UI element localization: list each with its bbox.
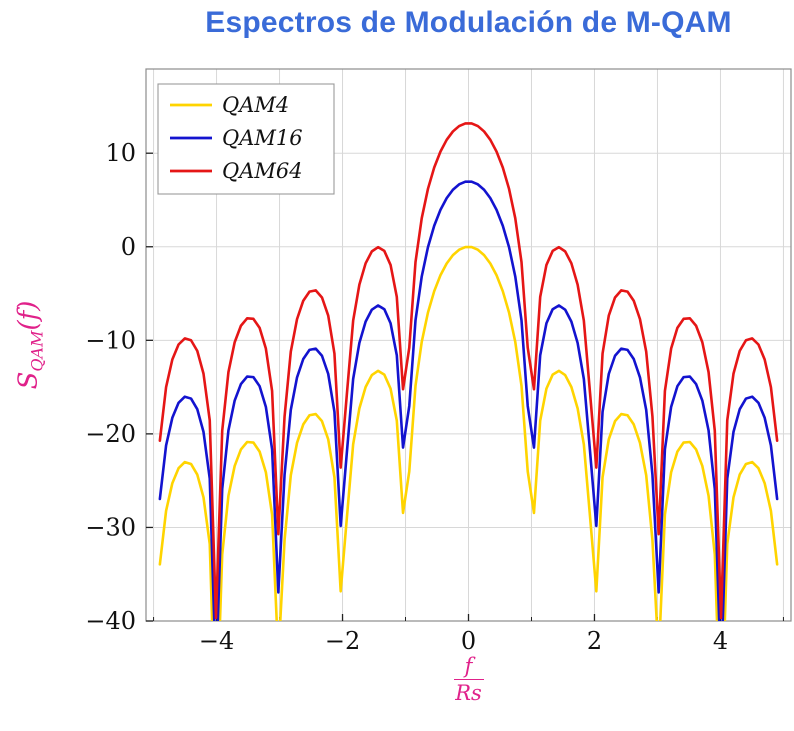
y-label-base: S	[13, 371, 44, 390]
y-label-argument: (f)	[13, 300, 44, 331]
fraction-bar	[453, 679, 484, 681]
series-line-QAM4	[158, 245, 779, 621]
x-axis-label: f Rs	[146, 655, 791, 704]
x-tick-label: 0	[461, 627, 476, 655]
y-tick-label: 0	[121, 233, 136, 261]
x-label-numerator: f	[464, 654, 473, 678]
y-label-subscript: QAM	[27, 330, 47, 372]
y-tick-label: 10	[105, 139, 136, 167]
series-line-QAM64	[158, 122, 779, 620]
y-tick-label: −20	[85, 420, 136, 448]
x-label-fraction: f Rs	[453, 654, 484, 706]
legend-label: QAM4	[222, 93, 289, 117]
x-tick-label: −4	[199, 627, 234, 655]
x-label-denominator: Rs	[455, 681, 482, 706]
legend-label: QAM64	[222, 159, 303, 183]
chart-title: Espectros de Modulación de M-QAM	[205, 6, 732, 39]
x-tick-label: 2	[587, 627, 602, 655]
x-tick-label: −2	[325, 627, 360, 655]
y-tick-label: −30	[85, 513, 136, 541]
x-tick-label: 4	[713, 627, 728, 655]
y-axis-label: SQAM(f)	[13, 301, 46, 390]
legend-label: QAM16	[222, 126, 303, 150]
y-tick-label: −10	[85, 326, 136, 354]
series-line-QAM16	[158, 180, 779, 621]
y-tick-label: −40	[85, 607, 136, 635]
